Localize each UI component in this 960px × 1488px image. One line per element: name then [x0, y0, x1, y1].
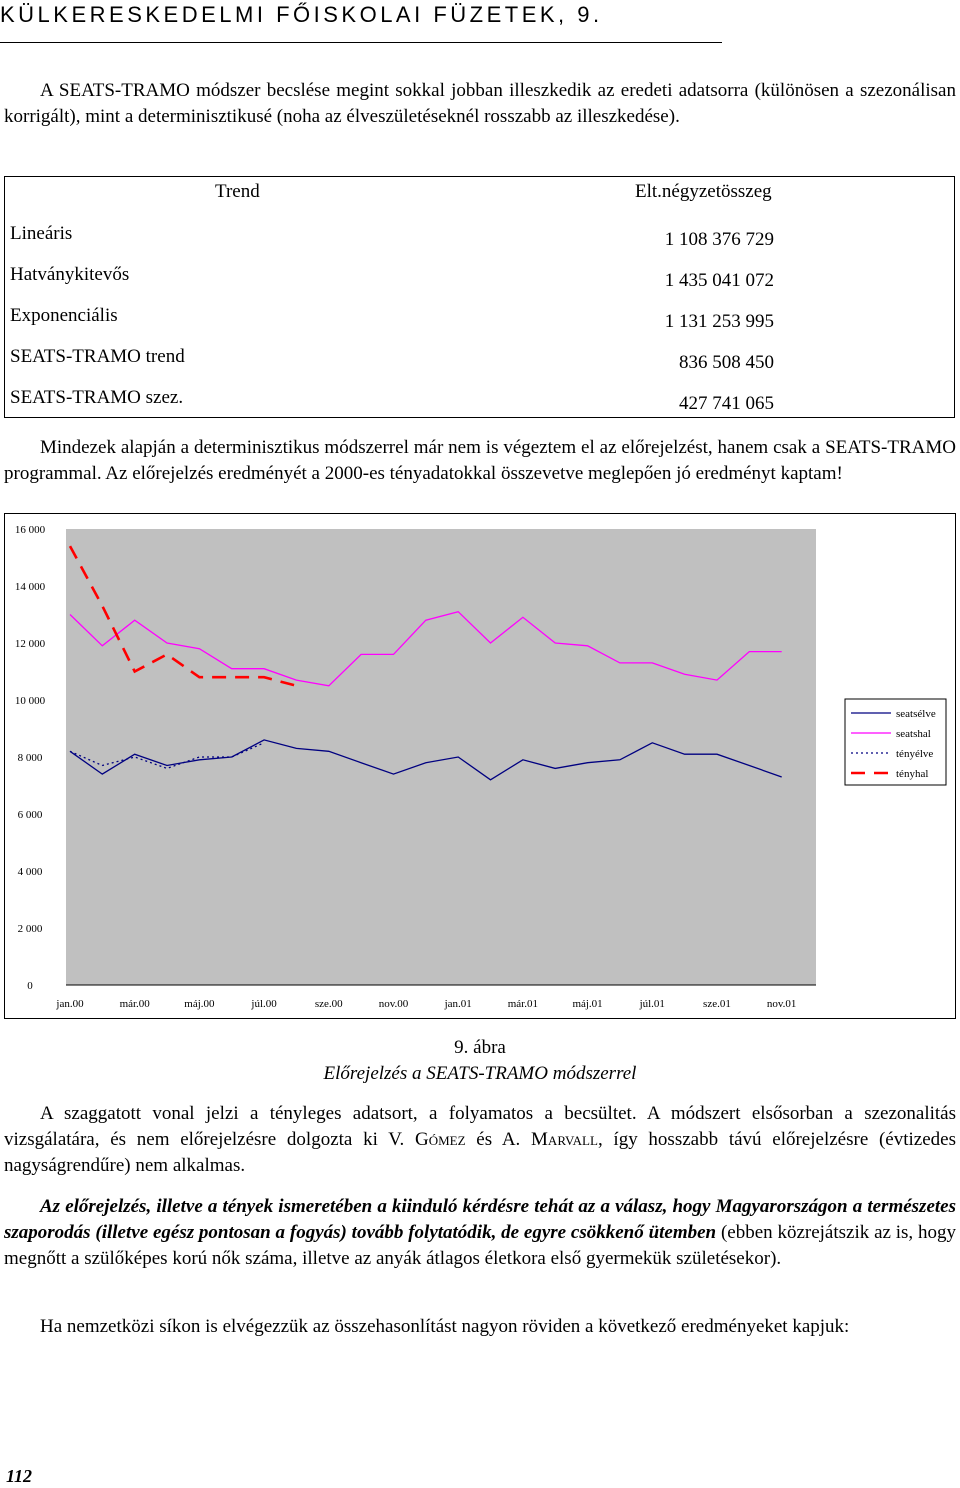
y-tick-label: 12 000	[15, 638, 46, 650]
y-tick-label: 6 000	[18, 809, 43, 821]
table-row-value: 1 131 253 995	[664, 311, 774, 332]
y-tick-label: 2 000	[18, 923, 43, 935]
forecast-chart: 0 2 000 4 000 6 000 8 000 10 000 12 000 14 000 1…	[4, 513, 956, 1019]
table-row-value: 427 741 065	[679, 393, 774, 414]
y-tick-label: 8 000	[18, 752, 43, 764]
x-tick-label: nov.01	[767, 998, 797, 1010]
table-row-value: 836 508 450	[679, 352, 774, 373]
series-line-3	[69, 742, 265, 770]
y-tick-label: 16 000	[15, 524, 46, 536]
paragraph-conclusion: Az előrejelzés, illetve a tények ismeret…	[4, 1194, 956, 1272]
x-tick-label: sze.00	[315, 998, 343, 1010]
x-tick-label: júl.00	[250, 998, 277, 1010]
x-tick-label: már.01	[508, 998, 538, 1010]
paragraph-dashed-line: A szaggatott vonal jelzi a tényleges ada…	[4, 1101, 956, 1179]
text-span: és A.	[465, 1129, 532, 1150]
table-header-trend: Trend	[215, 181, 260, 202]
legend-label: seatshal	[896, 728, 931, 740]
x-tick-label: jan.01	[444, 998, 472, 1010]
x-tick-label: máj.01	[572, 998, 602, 1010]
legend-label: seatsélve	[896, 708, 936, 720]
table-row-value: 1 435 041 072	[664, 270, 774, 291]
table-row-label: SEATS-TRAMO trend	[10, 346, 185, 367]
plot-area	[66, 529, 816, 985]
table-row-value: 1 108 376 729	[664, 229, 774, 250]
paragraph-after-table: Mindezek alapján a determinisztikus móds…	[4, 437, 956, 484]
x-tick-label: jan.00	[55, 998, 84, 1010]
y-tick-label: 0	[27, 980, 33, 992]
legend-label: tényélve	[896, 748, 933, 760]
x-tick-label: már.00	[120, 998, 151, 1010]
series-line-1	[69, 739, 782, 781]
intro-paragraph: A SEATS-TRAMO módszer becslése megint so…	[4, 80, 956, 127]
text-span: , így hosszabb távú előrejelzésre (évtiz…	[4, 1129, 956, 1176]
emphasis-text: Az előrejelzés, illetve a tények ismeret…	[4, 1196, 956, 1243]
table-row-label: Lineáris	[10, 223, 73, 244]
figure-number: 9. ábra	[454, 1037, 506, 1058]
y-tick-label: 14 000	[15, 581, 46, 593]
text-span: (ebben közrejátszik az is, hogy megnőtt …	[4, 1222, 956, 1269]
x-tick-label: nov.00	[379, 998, 409, 1010]
x-tick-label: máj.00	[184, 998, 215, 1010]
y-tick-label: 10 000	[15, 695, 46, 707]
table-header-value: Elt.négyzetösszeg	[635, 181, 772, 202]
series-line-4	[68, 545, 297, 688]
paragraph-last: Ha nemzetközi síkon is elvégezzük az öss…	[40, 1316, 850, 1337]
legend-label: tényhal	[896, 768, 928, 780]
x-tick-label: júl.01	[639, 998, 665, 1010]
author-name: Gómez	[415, 1129, 466, 1150]
y-tick-label: 4 000	[18, 866, 43, 878]
table-row-label: SEATS-TRAMO szez.	[10, 387, 184, 408]
text-span: A szaggatott vonal jelzi a tényleges ada…	[4, 1103, 956, 1150]
x-tick-label: sze.01	[703, 998, 731, 1010]
series-line-2	[69, 610, 782, 687]
figure-caption: Előrejelzés a SEATS-TRAMO módszerrel	[323, 1063, 637, 1084]
author-name: Marvall	[531, 1129, 598, 1150]
page-number: 112	[6, 1466, 33, 1486]
error-table: Trend Elt.négyzetösszeg Lineáris 1 108 3…	[4, 176, 955, 418]
journal-header: KÜLKERESKEDELMI FŐISKOLAI FÜZETEK, 9.	[0, 2, 603, 27]
table-row-label: Exponenciális	[10, 305, 118, 326]
table-row-label: Hatványkitevős	[10, 264, 130, 285]
header-rule	[0, 42, 722, 43]
